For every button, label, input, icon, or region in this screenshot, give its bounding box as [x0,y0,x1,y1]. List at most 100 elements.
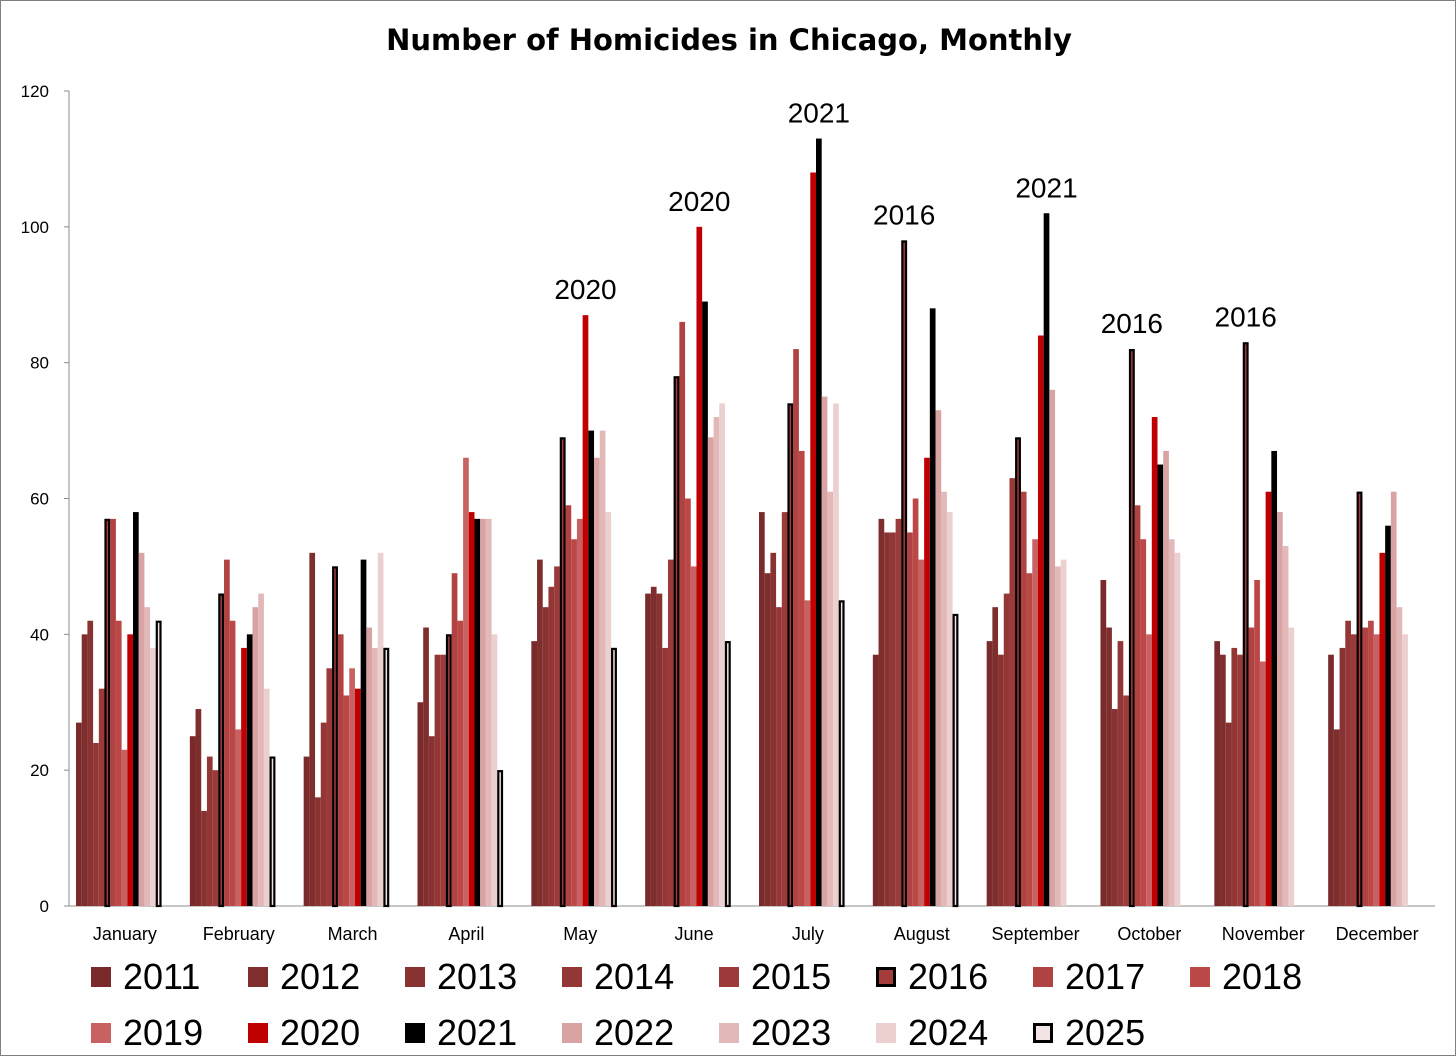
bar-2011-january [76,722,82,906]
legend-label: 2025 [1065,1012,1146,1053]
bar-2015-march [326,668,333,906]
bar-2020-december [1379,552,1386,906]
bar-2012-august [878,518,885,906]
peak-annotation: 2016 [1215,301,1277,332]
bar-2024-august [946,512,953,906]
legend-row: 2019 2020 2021 2022 2023 2024 2025 [91,1005,1391,1061]
y-tick-label: 120 [21,82,49,101]
bar-2020-october [1151,417,1158,906]
legend-item-2013: 2013 [405,959,562,995]
bar-2014-november [1231,647,1238,906]
bar-2024-may [605,512,612,906]
legend-label: 2016 [908,956,989,997]
bar-2023-february [258,593,264,906]
bar-2017-june [679,321,686,907]
bar-2019-november [1259,661,1266,906]
bar-2011-september [986,641,993,906]
legend-swatch [719,967,739,987]
legend-item-2022: 2022 [562,1015,719,1051]
bar-2012-may [537,559,543,906]
bar-2014-december [1345,620,1351,906]
bar-2025-april [497,770,504,908]
legend-label: 2023 [751,1012,832,1053]
bar-2016-november [1242,342,1249,908]
bar-2019-september [1032,539,1038,906]
bar-2018-april [457,620,464,906]
bar-2021-april [474,518,481,906]
bar-2017-january [110,518,116,906]
bar-2018-february [229,620,236,906]
bar-2021-september [1043,213,1050,906]
peak-annotation: 2021 [1015,172,1077,203]
legend-label: 2019 [123,1012,204,1053]
bar-2022-april [480,518,486,906]
bar-2016-january [104,518,111,908]
legend-item-2021: 2021 [405,1015,562,1051]
bar-2025-august [952,613,959,908]
bar-2021-december [1385,525,1391,906]
bar-2017-february [224,559,230,906]
bar-2020-july [810,172,816,906]
peak-annotation: 2016 [873,199,935,230]
y-tick-label: 100 [21,218,49,237]
bar-2022-february [252,607,259,906]
bar-2012-october [1106,627,1112,906]
legend-label: 2024 [908,1012,989,1053]
bar-2015-december [1350,634,1357,906]
bar-2022-october [1163,450,1169,906]
bar-2016-october [1128,348,1135,908]
bar-2022-january [138,552,145,906]
legend-swatch [1033,967,1053,987]
bar-2013-january [87,620,94,906]
bar-2011-march [303,756,310,906]
bar-2022-june [707,437,714,906]
x-tick-label: April [448,924,484,944]
bar-2024-september [1060,559,1067,906]
legend-swatch [91,1023,111,1043]
bar-2023-june [713,417,720,906]
y-tick-label: 60 [30,490,49,509]
bar-2011-august [872,654,879,906]
bar-2018-november [1254,580,1260,906]
legend-item-2020: 2020 [248,1015,405,1051]
bar-2023-november [1282,546,1289,906]
bar-2022-september [1049,389,1056,906]
bar-2020-june [696,226,703,907]
bar-2022-november [1277,512,1283,906]
bar-2015-august [895,518,902,906]
bar-2017-august [907,532,913,906]
legend-swatch [248,1023,268,1043]
bar-2021-july [816,138,822,906]
bar-2025-february [269,756,276,908]
bar-2024-june [719,403,725,906]
x-tick-label: July [792,924,824,944]
bar-2014-august [889,532,896,906]
bar-2018-june [685,498,691,906]
bar-2013-august [884,532,890,906]
bar-2025-july [838,600,845,908]
bar-2021-november [1271,450,1278,906]
bar-2015-april [440,654,446,906]
bar-2017-october [1134,505,1141,906]
bar-2022-august [935,410,942,906]
bar-2018-august [912,498,919,906]
bar-2024-july [833,403,839,906]
bar-2011-november [1214,641,1221,906]
bar-2018-january [115,620,122,906]
bar-2015-june [667,559,674,906]
bar-2018-december [1368,620,1374,906]
bar-2023-october [1168,539,1175,906]
legend-label: 2012 [280,956,361,997]
bar-2015-january [98,688,105,906]
bar-2019-june [690,566,697,906]
legend-swatch [876,1023,896,1043]
bar-2024-october [1174,552,1181,906]
bar-2018-october [1140,539,1147,906]
legend-swatch [248,967,268,987]
bar-2016-june [673,376,680,908]
bar-2013-june [656,593,663,906]
bar-2013-september [998,654,1004,906]
bar-2024-january [150,647,156,906]
bar-2012-february [195,709,202,906]
